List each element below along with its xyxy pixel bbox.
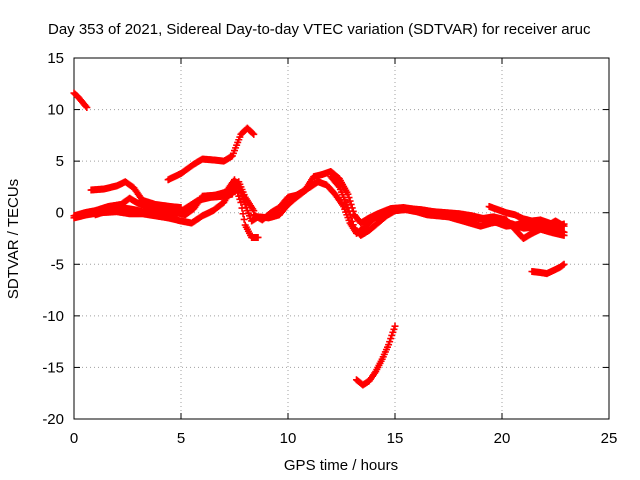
series-prn-c: [164, 124, 258, 184]
x-tick-label: 10: [280, 430, 297, 447]
y-tick-label: 5: [56, 153, 64, 170]
data-point-marker: [237, 198, 245, 206]
series-prn-h: [327, 173, 568, 239]
data-point-marker: [560, 220, 568, 228]
series-prn-j: [528, 260, 568, 278]
series-prn-a: [70, 89, 91, 112]
data-series: [70, 89, 568, 389]
y-axis-label: SDTVAR / TECUs: [5, 179, 22, 299]
x-tick-label: 25: [601, 430, 618, 447]
data-point-marker: [345, 207, 353, 215]
series-prn-i: [485, 203, 568, 230]
series-prn-b: [87, 178, 185, 212]
data-point-marker: [239, 210, 247, 218]
x-tick-label: 20: [494, 430, 511, 447]
x-tick-label: 5: [177, 430, 185, 447]
series-prn-g: [91, 178, 258, 221]
data-point-marker: [254, 233, 262, 241]
data-point-marker: [346, 210, 354, 218]
x-tick-label: 15: [387, 430, 404, 447]
y-tick-label: 0: [56, 205, 64, 222]
axis-ticks: 0 5 10 15 20 25 15 10 5 0 -5 -10 -15 -20: [42, 50, 617, 447]
series-prn-k: [352, 322, 399, 389]
data-point-marker: [83, 104, 91, 112]
y-tick-label: -5: [51, 256, 64, 273]
data-point-marker: [349, 221, 357, 229]
data-point-marker: [82, 102, 90, 110]
data-point-marker: [334, 182, 342, 190]
y-tick-label: -10: [42, 308, 64, 325]
chart-title: Day 353 of 2021, Sidereal Day-to-day VTE…: [48, 21, 591, 38]
data-point-marker: [347, 214, 355, 222]
data-point-marker: [238, 204, 246, 212]
data-point-marker: [344, 204, 352, 212]
x-tick-label: 0: [70, 430, 78, 447]
data-point-marker: [240, 215, 248, 223]
data-point-marker: [249, 129, 257, 137]
data-point-marker: [250, 130, 258, 138]
grid-lines: [74, 58, 609, 419]
data-point-marker: [391, 322, 399, 330]
data-point-marker: [348, 217, 356, 225]
y-tick-label: -15: [42, 359, 64, 376]
data-point-marker: [560, 231, 568, 239]
plot-frame: [73, 57, 610, 420]
x-axis-label: GPS time / hours: [284, 457, 398, 474]
y-tick-label: -20: [42, 411, 64, 428]
y-tick-label: 15: [47, 50, 64, 67]
data-point-marker: [560, 260, 568, 268]
data-point-marker: [250, 207, 258, 215]
data-point-marker: [346, 197, 354, 205]
y-tick-label: 10: [47, 102, 64, 119]
